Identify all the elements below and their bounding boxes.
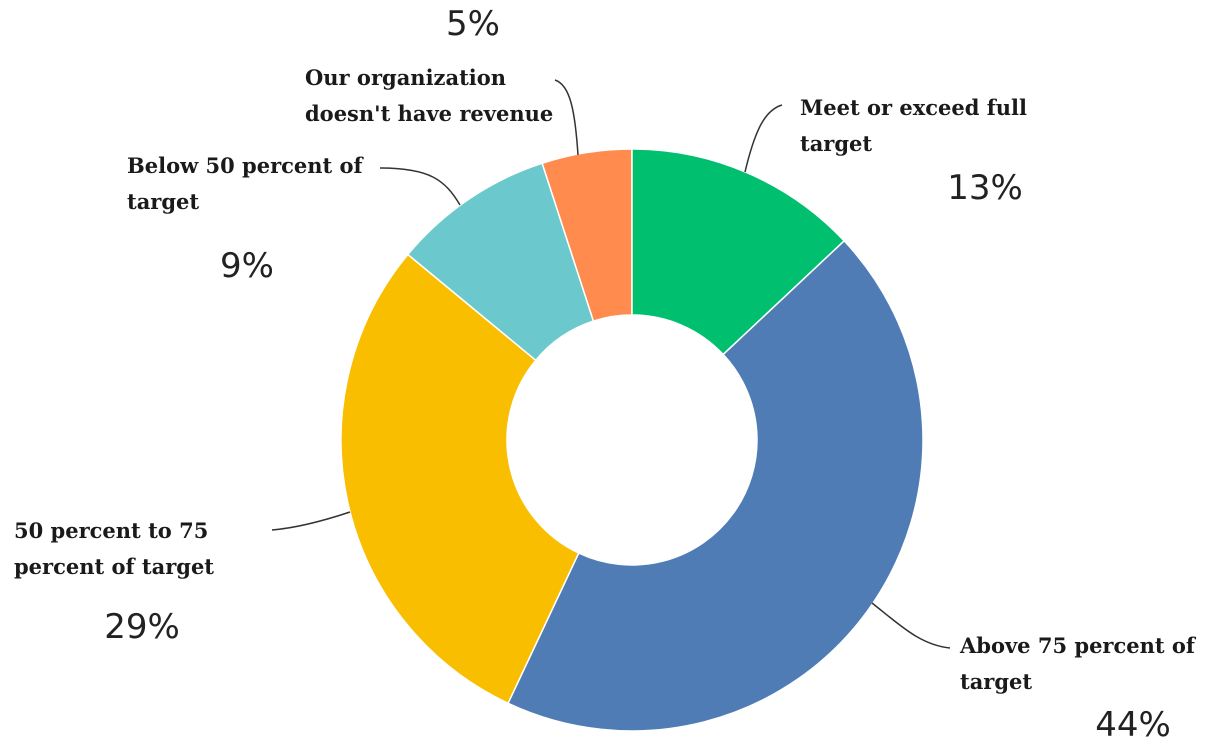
donut-slice <box>507 239 924 732</box>
donut-slice <box>340 253 580 705</box>
value-label: 44% <box>1095 705 1171 745</box>
value-label: 5% <box>446 4 500 44</box>
value-label: 13% <box>947 168 1023 208</box>
value-label: 9% <box>220 246 274 286</box>
donut-slice <box>406 162 595 362</box>
leader-line <box>271 511 351 531</box>
category-label: Meet or exceed full target <box>800 95 1028 156</box>
donut-slice <box>631 148 846 356</box>
category-label: Below 50 percent of target <box>127 153 363 214</box>
category-label: 50 percent to 75 percent of target <box>14 518 215 579</box>
category-label: Above 75 percent of target <box>960 633 1195 694</box>
value-label: 29% <box>104 607 180 647</box>
leader-line <box>554 79 579 156</box>
category-label: Our organization doesn't have revenue <box>305 65 554 126</box>
leader-line <box>871 602 951 649</box>
leader-line <box>379 167 461 206</box>
leader-line <box>744 104 783 173</box>
leader-lines <box>271 79 951 649</box>
